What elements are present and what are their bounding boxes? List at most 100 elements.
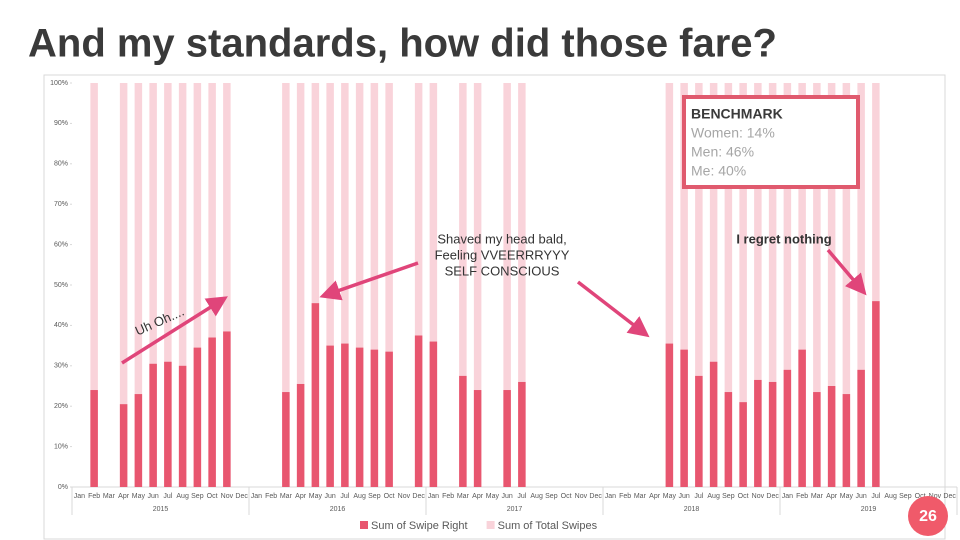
- x-tick-label: May: [663, 493, 677, 500]
- x-tick-label: Feb: [796, 493, 808, 500]
- x-tick-label: May: [486, 493, 500, 500]
- bar: [223, 331, 231, 487]
- bar: [414, 83, 423, 487]
- x-tick-label: Sep: [722, 493, 735, 500]
- benchmark-line: Women: 14%: [691, 125, 775, 141]
- arrows: [121, 248, 867, 365]
- bar: [134, 83, 143, 487]
- bar: [429, 341, 438, 487]
- bar: [90, 83, 98, 487]
- y-tick-label: 50%: [54, 282, 68, 289]
- x-tick-label: Sep: [899, 493, 912, 500]
- x-tick-label: Oct: [207, 493, 218, 500]
- x-tick-label: Mar: [811, 493, 824, 500]
- bar: [768, 83, 777, 487]
- bar: [842, 394, 851, 487]
- bar: [813, 392, 821, 487]
- bar: [296, 383, 305, 487]
- bar: [665, 83, 674, 487]
- bar: [459, 83, 467, 487]
- x-tick-label: Jan: [605, 493, 616, 500]
- x-tick-label: Mar: [634, 493, 647, 500]
- bar: [193, 347, 202, 487]
- y-tick-label: 40%: [54, 322, 68, 329]
- x-tick-label: Jun: [501, 493, 512, 500]
- x-tick-label: Sep: [368, 493, 381, 500]
- x-tick-label: Jul: [871, 493, 880, 500]
- bar: [813, 83, 821, 487]
- bar: [193, 83, 202, 487]
- x-tick-label: Aug: [353, 493, 366, 500]
- bar: [414, 335, 423, 487]
- y-tick-label: 30%: [54, 363, 68, 370]
- bar: [695, 375, 703, 487]
- x-tick-label: Dec: [766, 493, 779, 500]
- bar: [223, 83, 231, 487]
- x-tick-label: Mar: [457, 493, 470, 500]
- y-tick-label: 0%: [58, 484, 68, 491]
- bar: [518, 381, 526, 487]
- legend-label: Sum of Total Swipes: [498, 520, 598, 532]
- x-tick-label: Jan: [428, 493, 439, 500]
- x-tick-label: Aug: [176, 493, 189, 500]
- page-badge: 26: [908, 496, 948, 536]
- x-tick-label: Jun: [855, 493, 866, 500]
- bar: [134, 394, 143, 487]
- x-tick-label: Dec: [589, 493, 602, 500]
- bar: [208, 337, 216, 487]
- x-tick-label: Apr: [472, 493, 484, 500]
- x-tick-label: Jan: [251, 493, 262, 500]
- x-tick-label: Jul: [163, 493, 172, 500]
- x-tick-label: Feb: [442, 493, 454, 500]
- bar: [798, 83, 806, 487]
- x-tick-label: Sep: [191, 493, 204, 500]
- x-tick-label: Nov: [752, 493, 765, 500]
- y-tick-label: 10%: [54, 443, 68, 450]
- arrow: [121, 296, 228, 365]
- chart-frame: [43, 74, 946, 540]
- x-tick-label: Jun: [324, 493, 335, 500]
- bar: [164, 361, 172, 487]
- group-label: 2019: [861, 506, 877, 513]
- y-tick-label: 80%: [54, 161, 68, 168]
- annotation: Feeling VVEERRRYYY: [435, 247, 570, 262]
- bar: [385, 83, 393, 487]
- x-tick-label: Mar: [280, 493, 293, 500]
- group-label: 2017: [507, 506, 523, 513]
- bar: [724, 83, 733, 487]
- bar: [370, 83, 379, 487]
- bar: [208, 83, 216, 487]
- legend-label: Sum of Swipe Right: [371, 520, 468, 532]
- bar: [783, 83, 792, 487]
- bar: [385, 351, 393, 487]
- arrow: [319, 261, 419, 301]
- x-tick-label: Feb: [88, 493, 100, 500]
- legend-swatch: [486, 521, 495, 529]
- bar: [178, 365, 187, 487]
- annotation: I regret nothing: [736, 231, 831, 246]
- benchmark-box: BENCHMARK Women: 14% Men: 46% Me: 40%: [682, 95, 860, 189]
- bar: [503, 83, 511, 487]
- y-tick-label: 60%: [54, 241, 68, 248]
- page-number: 26: [919, 508, 937, 525]
- x-tick-label: May: [309, 493, 323, 500]
- bar: [857, 369, 865, 487]
- bar: [326, 345, 334, 487]
- x-tick-label: May: [132, 493, 146, 500]
- bar: [296, 83, 305, 487]
- x-tick-label: Oct: [561, 493, 572, 500]
- arrow: [826, 248, 867, 296]
- x-tick-label: Dec: [235, 493, 248, 500]
- bar: [119, 83, 128, 487]
- bar: [724, 392, 733, 487]
- bar: [355, 347, 364, 487]
- x-tick-label: Aug: [707, 493, 720, 500]
- x-tick-label: Aug: [530, 493, 543, 500]
- x-tick-label: Nov: [575, 493, 588, 500]
- bar: [518, 83, 526, 487]
- legend-swatch: [360, 521, 368, 529]
- benchmark-line: Men: 46%: [691, 144, 754, 160]
- x-tick-label: Sep: [545, 493, 558, 500]
- bar: [754, 379, 762, 487]
- bar: [709, 361, 718, 487]
